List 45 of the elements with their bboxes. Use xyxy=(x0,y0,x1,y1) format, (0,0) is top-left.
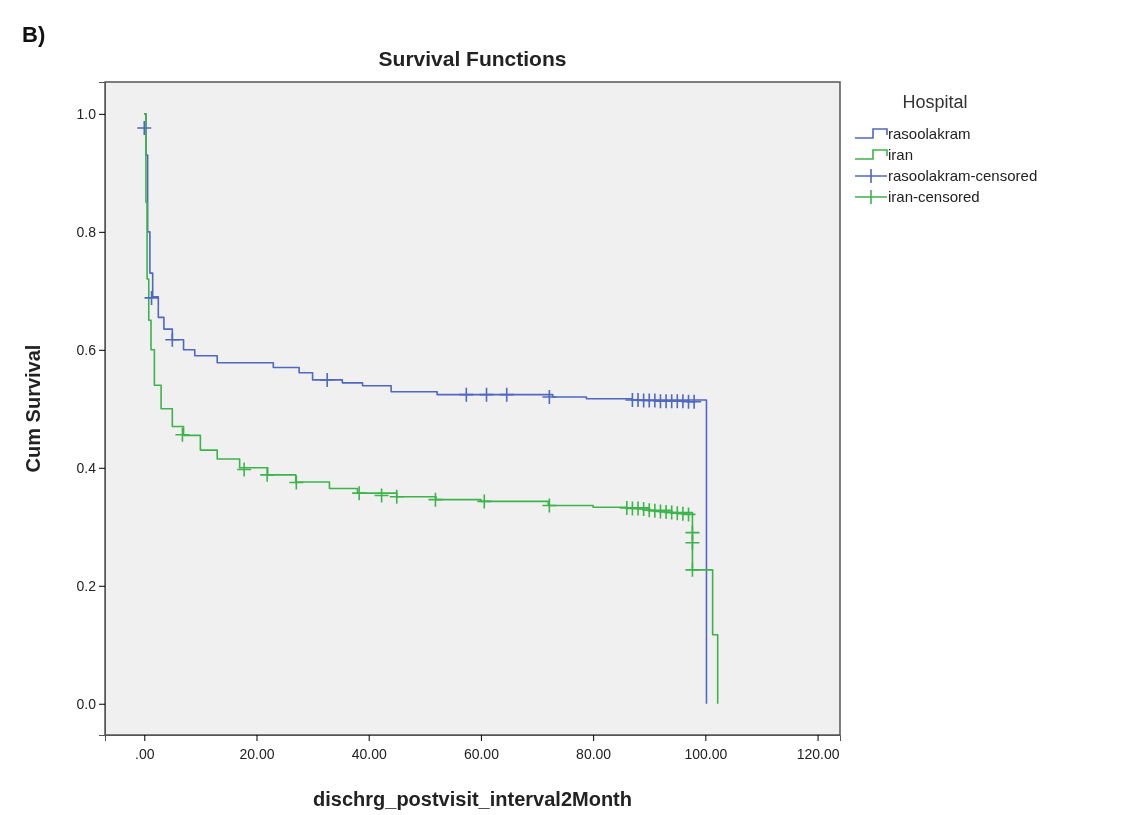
x-tick-label: 100.00 xyxy=(684,746,728,763)
x-tick-label: 40.00 xyxy=(351,746,387,763)
y-axis-title: Cum Survival xyxy=(22,344,44,473)
y-tick-label: 0.2 xyxy=(76,577,97,594)
legend-label: iran xyxy=(888,146,914,163)
x-tick-label: 20.00 xyxy=(239,746,275,763)
text: B) xyxy=(22,22,46,47)
point xyxy=(319,372,335,388)
point xyxy=(174,426,191,443)
point xyxy=(236,461,252,478)
x-tick-label: .00 xyxy=(135,746,155,763)
point xyxy=(164,331,181,348)
y-tick-label: 1.0 xyxy=(76,105,97,122)
y-tick-label: 0.8 xyxy=(76,223,97,240)
point xyxy=(478,386,495,403)
x-tick-label: 60.00 xyxy=(463,746,500,763)
legend-label: rasoolakram xyxy=(888,125,971,142)
point xyxy=(684,534,701,551)
point xyxy=(684,562,701,578)
point xyxy=(541,389,558,405)
x-tick-label: 80.00 xyxy=(576,746,612,763)
legend-label: iran-censored xyxy=(888,188,980,205)
x-tick-label: 120.00 xyxy=(796,746,840,763)
y-tick-label: 0.4 xyxy=(76,459,97,476)
point xyxy=(427,491,444,508)
point xyxy=(680,506,697,523)
point xyxy=(498,386,515,403)
point xyxy=(388,488,405,505)
point xyxy=(635,501,652,517)
point xyxy=(143,290,160,306)
point xyxy=(373,487,390,504)
y-tick-label: 0.0 xyxy=(76,695,97,712)
point xyxy=(476,493,493,510)
point xyxy=(630,392,646,408)
point xyxy=(458,386,475,403)
legend-label: rasoolakram-censored xyxy=(888,167,1038,184)
x-axis-title: dischrg_postvisit_interval2Month xyxy=(313,788,632,810)
point xyxy=(288,474,305,491)
chart-title: Survival Functions xyxy=(378,47,567,70)
legend-title: Hospital xyxy=(902,92,968,112)
point xyxy=(541,497,558,514)
point xyxy=(686,393,702,410)
point xyxy=(136,120,153,136)
point xyxy=(351,485,367,501)
y-tick-label: 0.6 xyxy=(76,341,97,358)
